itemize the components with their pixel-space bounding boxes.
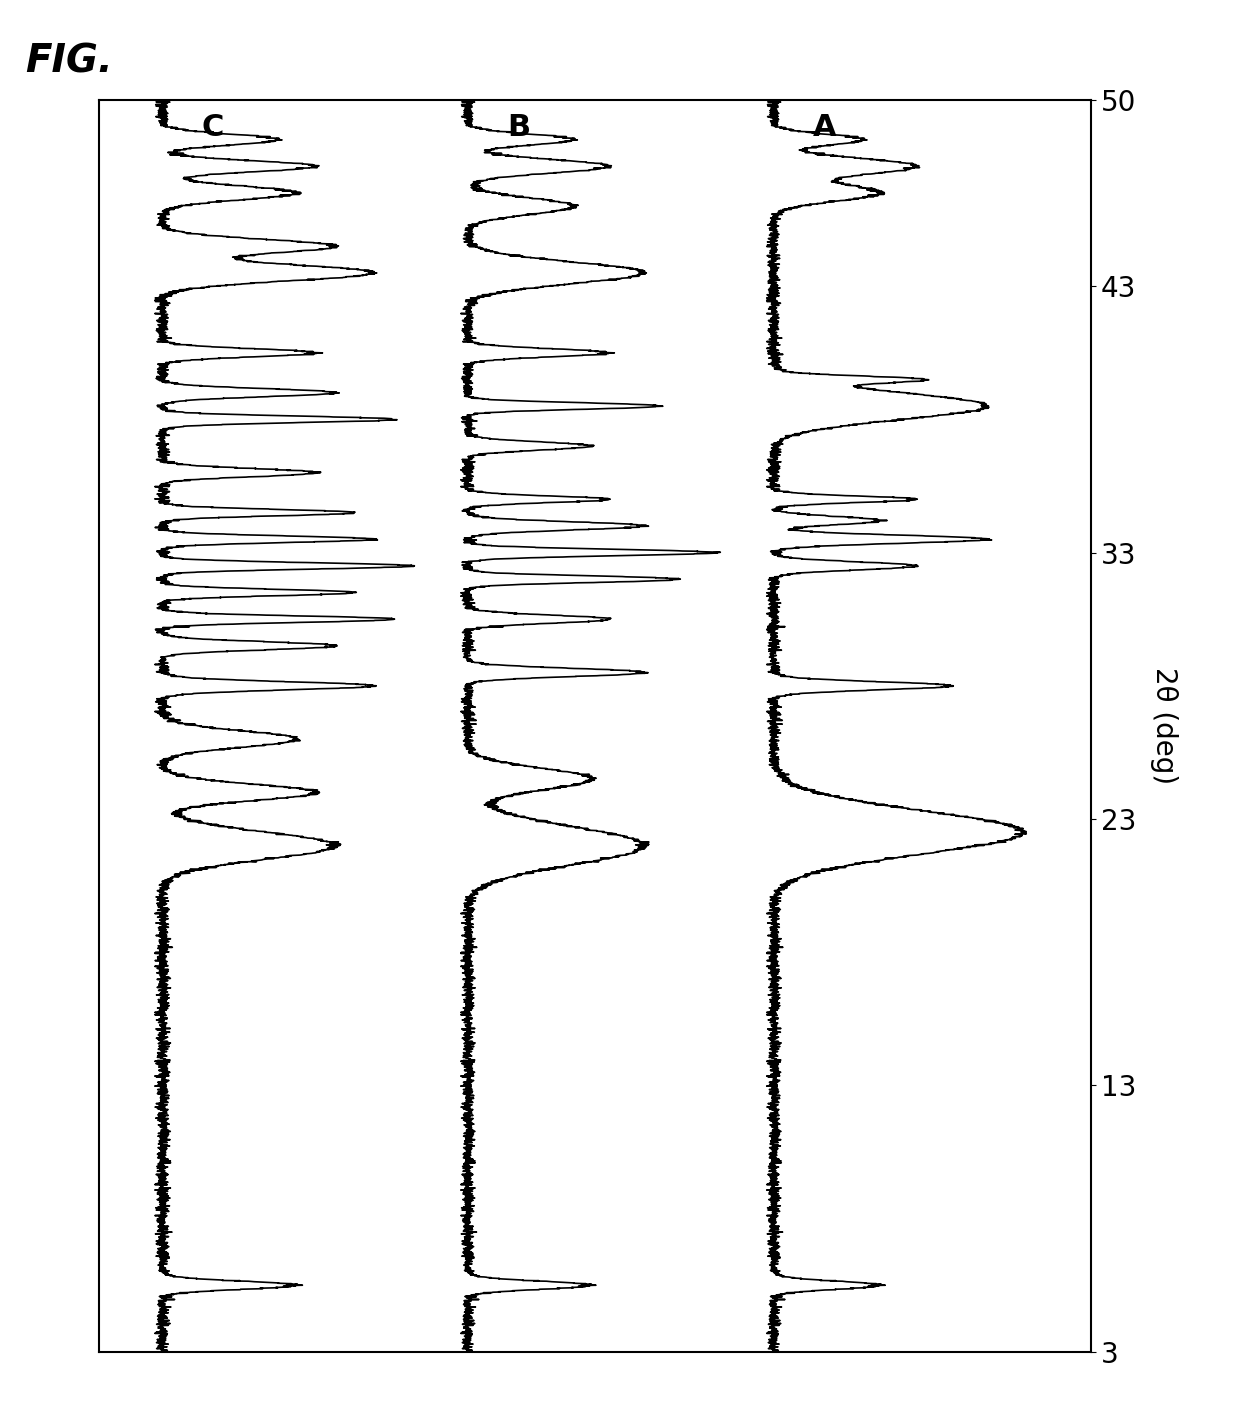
Text: FIG.: FIG. — [25, 43, 113, 81]
Y-axis label: 2θ (deg): 2θ (deg) — [1149, 667, 1178, 784]
Text: C: C — [201, 112, 223, 142]
Text: A: A — [813, 112, 837, 142]
Text: B: B — [507, 112, 531, 142]
